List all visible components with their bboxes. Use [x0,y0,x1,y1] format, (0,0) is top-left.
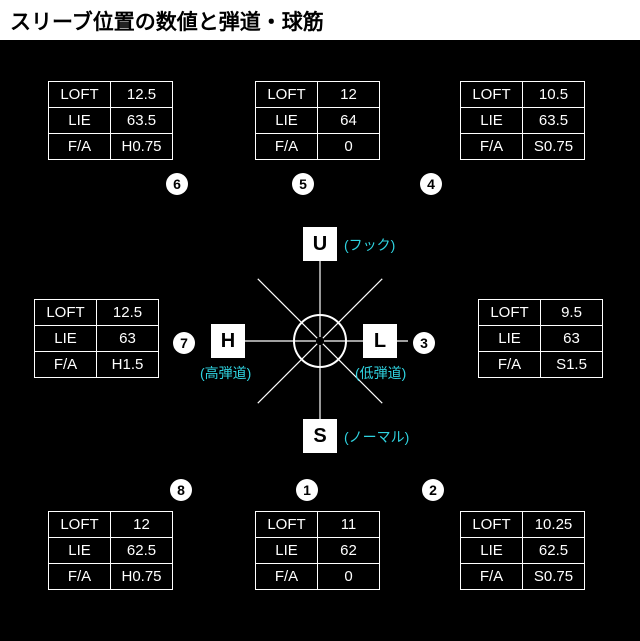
spec-value: 12 [318,82,380,108]
spec-value: 10.5 [523,82,585,108]
direction-box-s: S [303,419,337,453]
spec-value: S0.75 [523,134,585,160]
spec-value: 12 [111,512,173,538]
spec-key: LIE [461,108,523,134]
position-badge-1: 1 [296,479,318,501]
spec-key: LIE [256,538,318,564]
spec-key: LOFT [461,82,523,108]
spec-table-6: LOFT12.5LIE63.5F/AH0.75 [48,81,173,160]
spec-table-3: LOFT9.5LIE63F/AS1.5 [478,299,603,378]
spec-key: LIE [256,108,318,134]
spec-value: 12.5 [111,82,173,108]
direction-label-l: (低弾道) [355,363,406,383]
spec-table-2: LOFT10.25LIE62.5F/AS0.75 [460,511,585,590]
spec-key: F/A [49,134,111,160]
spec-key: F/A [35,352,97,378]
spec-key: LOFT [35,300,97,326]
spec-value: H0.75 [111,564,173,590]
spec-key: LOFT [461,512,523,538]
direction-label-s: (ノーマル) [344,427,409,447]
spec-table-5: LOFT12LIE64F/A0 [255,81,380,160]
position-badge-7: 7 [173,332,195,354]
spec-value: 9.5 [541,300,603,326]
spec-key: LOFT [256,82,318,108]
direction-box-h: H [211,324,245,358]
spec-value: 63 [97,326,159,352]
spec-key: LOFT [49,512,111,538]
position-badge-4: 4 [420,173,442,195]
spec-value: S0.75 [523,564,585,590]
spec-table-8: LOFT12LIE62.5F/AH0.75 [48,511,173,590]
spec-table-4: LOFT10.5LIE63.5F/AS0.75 [460,81,585,160]
spec-value: 12.5 [97,300,159,326]
spec-value: 0 [318,134,380,160]
spec-key: LIE [461,538,523,564]
spec-value: 11 [318,512,380,538]
spec-value: 10.25 [523,512,585,538]
spec-value: H1.5 [97,352,159,378]
position-badge-6: 6 [166,173,188,195]
spec-value: 0 [318,564,380,590]
position-badge-2: 2 [422,479,444,501]
spec-key: LOFT [256,512,318,538]
spec-key: F/A [461,564,523,590]
spec-key: F/A [461,134,523,160]
spec-value: 62.5 [111,538,173,564]
spec-key: LIE [35,326,97,352]
diagram-stage: LOFT12.5LIE63.5F/AH0.756LOFT12LIE64F/A05… [0,41,640,641]
spec-key: LOFT [49,82,111,108]
spec-value: 63.5 [111,108,173,134]
spec-key: LIE [49,108,111,134]
spec-table-1: LOFT11LIE62F/A0 [255,511,380,590]
spec-table-7: LOFT12.5LIE63F/AH1.5 [34,299,159,378]
spec-value: S1.5 [541,352,603,378]
spec-key: F/A [49,564,111,590]
spec-key: F/A [256,564,318,590]
page-title: スリーブ位置の数値と弾道・球筋 [0,0,640,41]
spec-key: LOFT [479,300,541,326]
spec-value: 64 [318,108,380,134]
direction-label-u: (フック) [344,235,395,255]
direction-box-u: U [303,227,337,261]
position-badge-8: 8 [170,479,192,501]
direction-box-l: L [363,324,397,358]
spec-key: LIE [479,326,541,352]
spec-value: 63 [541,326,603,352]
spec-value: H0.75 [111,134,173,160]
position-badge-5: 5 [292,173,314,195]
spec-value: 62 [318,538,380,564]
spec-key: F/A [479,352,541,378]
position-badge-3: 3 [413,332,435,354]
spec-value: 62.5 [523,538,585,564]
spec-key: LIE [49,538,111,564]
spec-value: 63.5 [523,108,585,134]
direction-label-h: (高弾道) [200,363,251,383]
spec-key: F/A [256,134,318,160]
